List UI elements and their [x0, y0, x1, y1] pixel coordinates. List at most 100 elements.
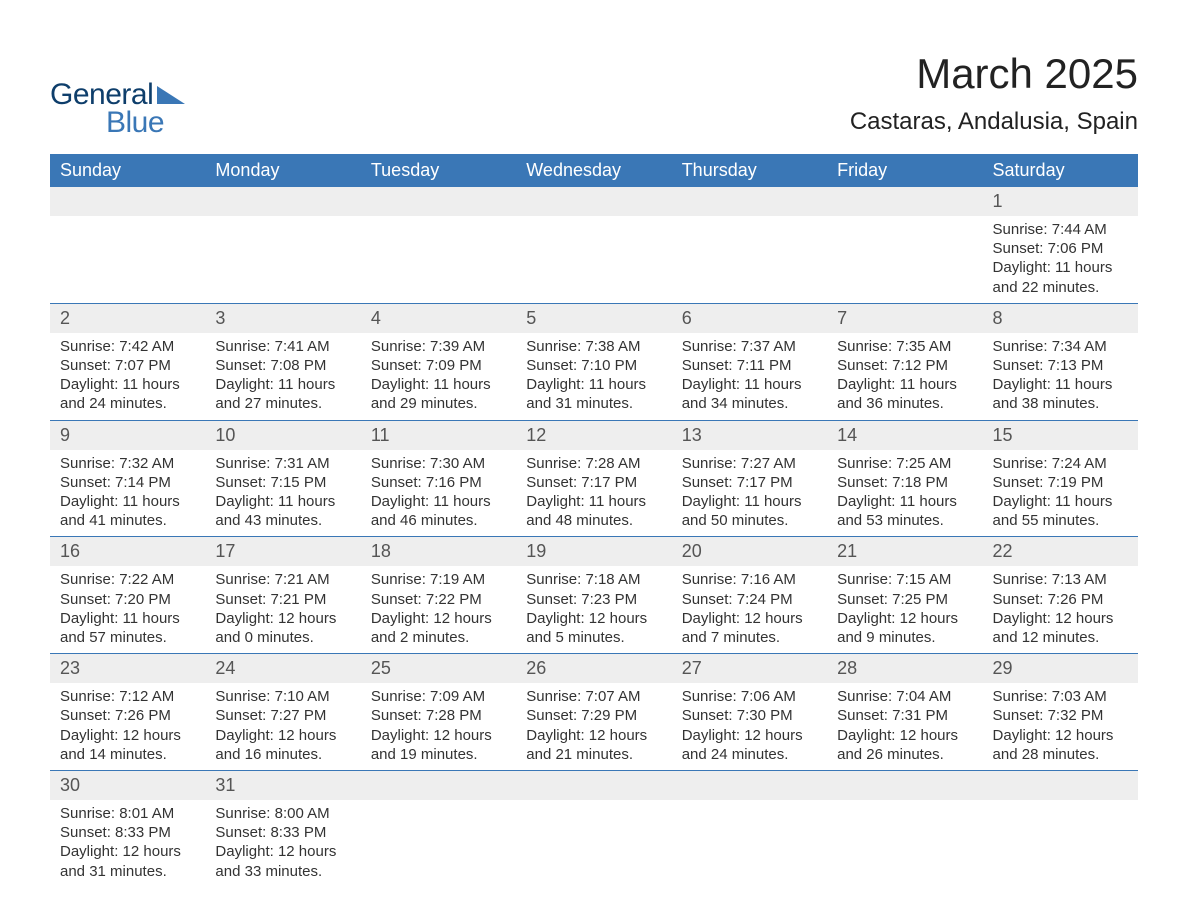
daylight-text: and 41 minutes. [60, 511, 195, 530]
day-cell: Sunrise: 7:25 AMSunset: 7:18 PMDaylight:… [827, 450, 982, 537]
daylight-text: and 24 minutes. [60, 394, 195, 413]
sunrise-text: Sunrise: 7:44 AM [993, 220, 1128, 239]
calendar-daynum-row: 2345678 [50, 303, 1138, 333]
calendar-daynum-row: 1 [50, 187, 1138, 216]
daylight-text: and 26 minutes. [837, 745, 972, 764]
sunset-text: Sunset: 8:33 PM [215, 823, 350, 842]
sunset-text: Sunset: 7:26 PM [60, 706, 195, 725]
sunrise-text: Sunrise: 7:32 AM [60, 454, 195, 473]
day-cell: Sunrise: 7:39 AMSunset: 7:09 PMDaylight:… [361, 333, 516, 420]
sunset-text: Sunset: 7:22 PM [371, 590, 506, 609]
day-number: 11 [361, 421, 516, 450]
day-cell: Sunrise: 7:24 AMSunset: 7:19 PMDaylight:… [983, 450, 1138, 537]
sunset-text: Sunset: 7:14 PM [60, 473, 195, 492]
day-number: 15 [983, 421, 1138, 450]
sunset-text: Sunset: 7:29 PM [526, 706, 661, 725]
day-cell: Sunrise: 7:12 AMSunset: 7:26 PMDaylight:… [50, 683, 205, 770]
daylight-text: and 33 minutes. [215, 862, 350, 881]
sunrise-text: Sunrise: 7:35 AM [837, 337, 972, 356]
day-cell: Sunrise: 7:28 AMSunset: 7:17 PMDaylight:… [516, 450, 671, 537]
calendar-content-row: Sunrise: 7:22 AMSunset: 7:20 PMDaylight:… [50, 566, 1138, 653]
day-number: 12 [516, 421, 671, 450]
day-number: 16 [50, 537, 205, 566]
day-number: 3 [205, 304, 360, 333]
day-number: 20 [672, 537, 827, 566]
day-cell: Sunrise: 8:00 AMSunset: 8:33 PMDaylight:… [205, 800, 360, 887]
logo-triangle-icon [157, 86, 185, 104]
calendar-content-row: Sunrise: 7:32 AMSunset: 7:14 PM Daylight:… [50, 450, 1138, 537]
sunset-text: Sunset: 7:13 PM [993, 356, 1128, 375]
day-cell: Sunrise: 7:44 AMSunset: 7:06 PMDaylight:… [983, 216, 1138, 303]
sunset-text: Sunset: 7:25 PM [837, 590, 972, 609]
day-number: 13 [672, 421, 827, 450]
sunrise-text: Sunrise: 7:38 AM [526, 337, 661, 356]
day-number: 31 [205, 771, 360, 800]
daylight-text: and 7 minutes. [682, 628, 817, 647]
sunrise-text: Sunrise: 7:19 AM [371, 570, 506, 589]
sunrise-text: Sunrise: 7:22 AM [60, 570, 195, 589]
day-cell: Sunrise: 7:22 AMSunset: 7:20 PMDaylight:… [50, 566, 205, 653]
sunset-text: Sunset: 7:15 PM [215, 473, 350, 492]
daylight-text: Daylight: 12 hours [215, 726, 350, 745]
logo: General Blue [50, 50, 185, 140]
day-cell: Sunrise: 7:34 AMSunset: 7:13 PMDaylight:… [983, 333, 1138, 420]
day-number: 14 [827, 421, 982, 450]
daylight-text: and 43 minutes. [215, 511, 350, 530]
sunrise-text: Sunrise: 7:07 AM [526, 687, 661, 706]
sunset-text: Sunset: 7:09 PM [371, 356, 506, 375]
daylight-text: and 31 minutes. [526, 394, 661, 413]
daylight-text: and 16 minutes. [215, 745, 350, 764]
sunset-text: Sunset: 7:32 PM [993, 706, 1128, 725]
sunrise-text: Sunrise: 7:34 AM [993, 337, 1128, 356]
sunrise-text: Sunrise: 7:03 AM [993, 687, 1128, 706]
sunrise-text: Sunrise: 7:24 AM [993, 454, 1128, 473]
daylight-text: Daylight: 11 hours [837, 492, 972, 511]
day-cell: Sunrise: 7:31 AMSunset: 7:15 PMDaylight:… [205, 450, 360, 537]
day-cell: Sunrise: 8:01 AMSunset: 8:33 PMDaylight:… [50, 800, 205, 887]
day-cell: Sunrise: 7:38 AMSunset: 7:10 PMDaylight:… [516, 333, 671, 420]
day-number: 24 [205, 654, 360, 683]
daylight-text: Daylight: 11 hours [371, 375, 506, 394]
day-number: 8 [983, 304, 1138, 333]
day-header: Sunday [50, 154, 205, 187]
daylight-text: Daylight: 11 hours [682, 375, 817, 394]
sunset-text: Sunset: 7:10 PM [526, 356, 661, 375]
sunrise-text: Sunrise: 7:04 AM [837, 687, 972, 706]
daylight-text: Daylight: 12 hours [215, 609, 350, 628]
day-number: 26 [516, 654, 671, 683]
daylight-text: Daylight: 12 hours [682, 609, 817, 628]
daylight-text: and 48 minutes. [526, 511, 661, 530]
daylight-text: Daylight: 11 hours [993, 492, 1128, 511]
day-cell: Sunrise: 7:32 AMSunset: 7:14 PMDaylight:… [50, 450, 205, 537]
sunrise-text: Sunrise: 7:16 AM [682, 570, 817, 589]
day-number: 4 [361, 304, 516, 333]
day-number: 17 [205, 537, 360, 566]
day-header: Saturday [983, 154, 1138, 187]
sunrise-text: Sunrise: 7:10 AM [215, 687, 350, 706]
daylight-text: Daylight: 12 hours [371, 609, 506, 628]
daylight-text: Daylight: 11 hours [215, 492, 350, 511]
daylight-text: Daylight: 12 hours [837, 726, 972, 745]
day-cell: Sunrise: 7:07 AMSunset: 7:29 PMDaylight:… [516, 683, 671, 770]
calendar-content-row: Sunrise: 7:12 AMSunset: 7:26 PMDaylight:… [50, 683, 1138, 770]
calendar-daynum-row: 23242526272829 [50, 654, 1138, 684]
sunrise-text: Sunrise: 8:00 AM [215, 804, 350, 823]
sunset-text: Sunset: 7:17 PM [526, 473, 661, 492]
day-cell: Sunrise: 7:16 AMSunset: 7:24 PMDaylight:… [672, 566, 827, 653]
day-number: 23 [50, 654, 205, 683]
daylight-text: Daylight: 11 hours [60, 375, 195, 394]
sunrise-text: Sunrise: 7:39 AM [371, 337, 506, 356]
day-cell: Sunrise: 7:06 AMSunset: 7:30 PMDaylight:… [672, 683, 827, 770]
daylight-text: and 29 minutes. [371, 394, 506, 413]
sunset-text: Sunset: 7:11 PM [682, 356, 817, 375]
day-cell: Sunrise: 7:21 AMSunset: 7:21 PMDaylight:… [205, 566, 360, 653]
daylight-text: Daylight: 12 hours [682, 726, 817, 745]
daylight-text: and 24 minutes. [682, 745, 817, 764]
day-number: 19 [516, 537, 671, 566]
daylight-text: and 19 minutes. [371, 745, 506, 764]
sunset-text: Sunset: 7:12 PM [837, 356, 972, 375]
day-cell: Sunrise: 7:10 AMSunset: 7:27 PMDaylight:… [205, 683, 360, 770]
location: Castaras, Andalusia, Spain [850, 108, 1138, 136]
sunset-text: Sunset: 7:06 PM [993, 239, 1128, 258]
daylight-text: Daylight: 11 hours [526, 492, 661, 511]
